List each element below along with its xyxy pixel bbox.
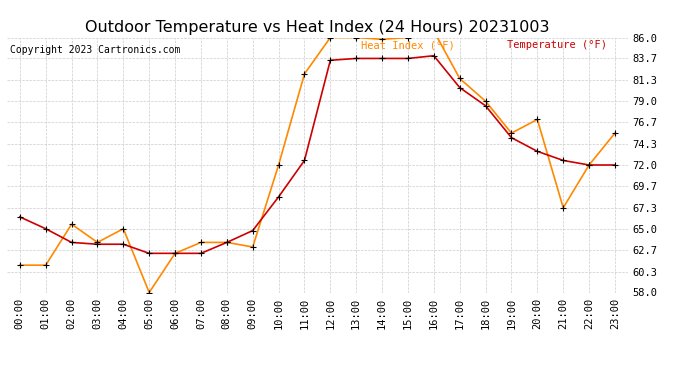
- Text: Copyright 2023 Cartronics.com: Copyright 2023 Cartronics.com: [10, 45, 180, 55]
- Text: Heat Index (°F): Heat Index (°F): [361, 40, 455, 50]
- Text: Temperature (°F): Temperature (°F): [506, 40, 607, 50]
- Title: Outdoor Temperature vs Heat Index (24 Hours) 20231003: Outdoor Temperature vs Heat Index (24 Ho…: [85, 20, 550, 35]
